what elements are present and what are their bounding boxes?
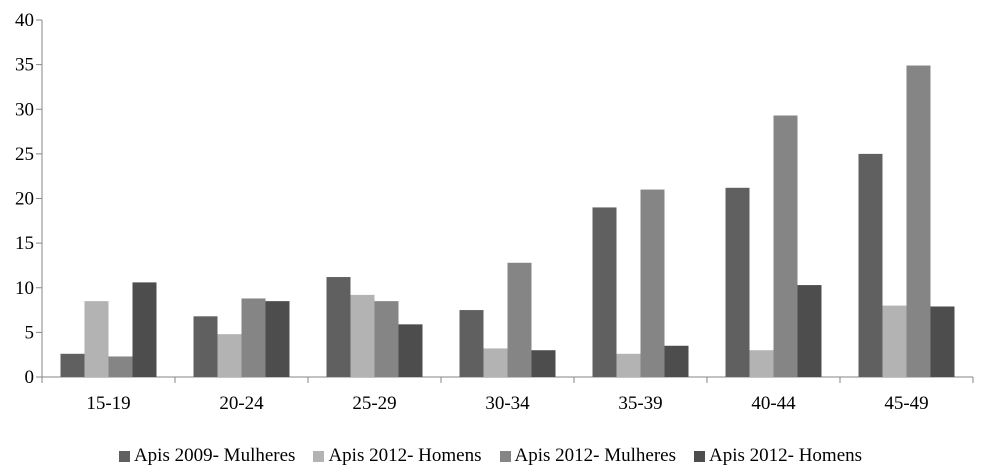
legend-swatch (118, 450, 130, 462)
x-tick-label: 30-34 (485, 393, 530, 414)
bar (664, 345, 689, 377)
bar (374, 301, 399, 377)
bar (265, 301, 290, 377)
legend-item: Apis 2012- Homens (693, 445, 863, 467)
y-tick-label: 40 (15, 10, 34, 31)
legend-item: Apis 2012- Homens (313, 445, 482, 467)
bar-chart: 0 5 10 15 20 25 30 35 40 15-19 20-24 25-29 30-34 35-… (15, 10, 974, 414)
bar (640, 189, 665, 377)
y-tick-label: 30 (15, 99, 34, 120)
bar (60, 353, 85, 377)
bar (773, 115, 798, 377)
bar (398, 324, 423, 377)
y-tick-label: 10 (15, 278, 34, 299)
bar (725, 187, 750, 377)
bar (749, 350, 774, 377)
x-tick-label: 35-39 (618, 393, 662, 414)
legend-label: Apis 2012- Homens (328, 445, 482, 466)
legend-swatch (693, 450, 705, 462)
legend-swatch (313, 450, 325, 462)
x-tick-label: 15-19 (86, 393, 130, 414)
y-tick-label: 35 (15, 55, 34, 76)
x-tick-label: 20-24 (219, 393, 264, 414)
legend-item: Apis 2012- Mulheres (499, 445, 676, 467)
bar (858, 153, 883, 377)
bar (906, 65, 931, 377)
bars (60, 65, 955, 377)
bar (483, 348, 508, 377)
bar (217, 334, 242, 377)
legend-label: Apis 2012- Homens (708, 445, 863, 466)
bar (616, 353, 641, 377)
x-axis: 15-19 20-24 25-29 30-34 35-39 40-44 45-49 (41, 376, 974, 414)
x-tick-label: 40-44 (751, 393, 796, 414)
bar (592, 207, 617, 377)
y-tick-label: 20 (15, 189, 34, 210)
bar (241, 298, 266, 377)
legend-label: Apis 2012- Mulheres (514, 445, 676, 466)
legend: Apis 2009- Mulheres Apis 2012- Homens Apis… (0, 444, 981, 468)
bar (132, 282, 157, 377)
bar (326, 277, 351, 377)
y-tick-label: 0 (25, 367, 35, 388)
bar (350, 294, 375, 377)
legend-item: Apis 2009- Mulheres (118, 445, 296, 467)
bar (507, 262, 532, 377)
bar (797, 285, 822, 377)
x-tick-label: 45-49 (884, 393, 928, 414)
x-tick-label: 25-29 (352, 393, 396, 414)
bar (84, 301, 109, 377)
bar (108, 356, 133, 377)
legend-label: Apis 2009- Mulheres (133, 445, 296, 466)
bar (930, 306, 955, 377)
y-axis: 0 5 10 15 20 25 30 35 40 (15, 10, 43, 388)
y-tick-label: 25 (15, 144, 34, 165)
bar (531, 350, 556, 377)
y-tick-label: 5 (25, 322, 35, 343)
bar (193, 316, 218, 377)
bar (882, 305, 907, 377)
bar (459, 310, 484, 377)
y-tick-label: 15 (15, 233, 34, 254)
legend-swatch (499, 450, 511, 462)
